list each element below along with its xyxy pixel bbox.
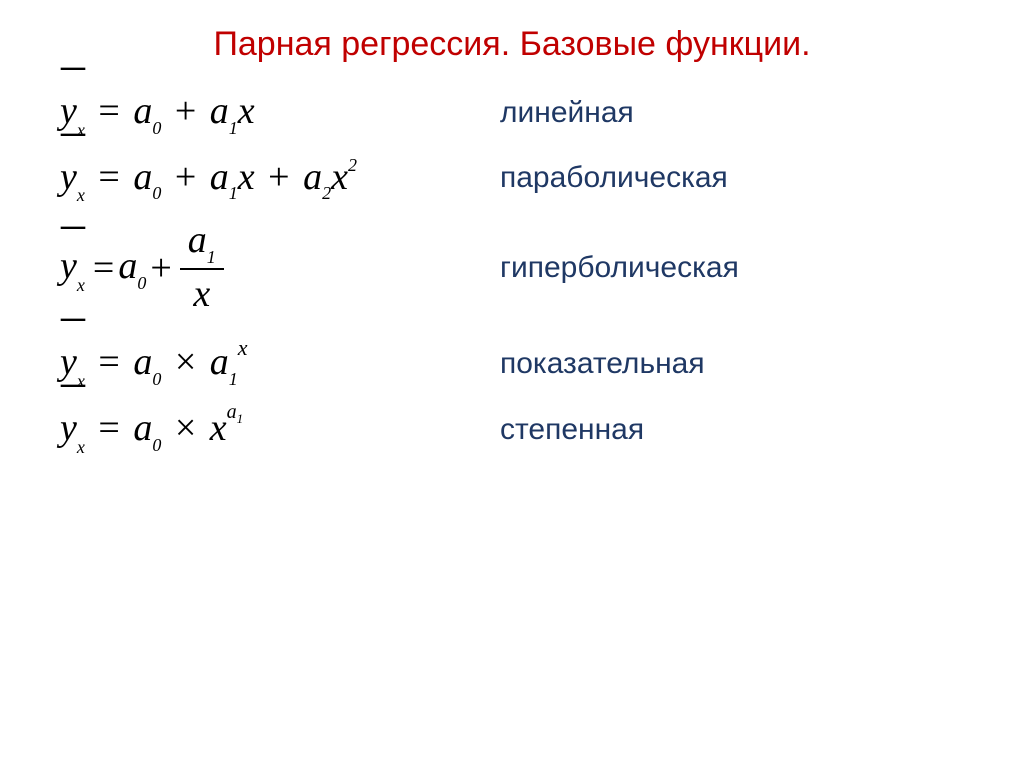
label-exponential: показательная [480,347,705,381]
formula-hyperbolic: –yx = a0 + a1 x [60,220,480,315]
label-linear: линейная [480,96,634,130]
formula-row-parabolic: –yx = a0 + a1x + a2x2 параболическая [60,155,984,203]
formula-row-hyperbolic: –yx = a0 + a1 x гиперболическая [60,220,984,315]
formula-linear: –yx = a0 + a1x [60,89,480,137]
formula-row-power: –yx = a0 × xa1 степенная [60,406,984,454]
formula-row-linear: –yx = a0 + a1x линейная [60,89,984,137]
formula-row-exponential: –yx = a0 × a1x показательная [60,340,984,388]
formula-power: –yx = a0 × xa1 [60,406,480,454]
formula-parabolic: –yx = a0 + a1x + a2x2 [60,155,480,203]
content-area: –yx = a0 + a1x линейная –yx = a0 + a1x +… [40,89,984,454]
slide-title: Парная регрессия. Базовые функции. [40,25,984,64]
label-power: степенная [480,413,644,447]
label-parabolic: параболическая [480,161,728,195]
label-hyperbolic: гиперболическая [480,251,739,285]
formula-exponential: –yx = a0 × a1x [60,340,480,388]
